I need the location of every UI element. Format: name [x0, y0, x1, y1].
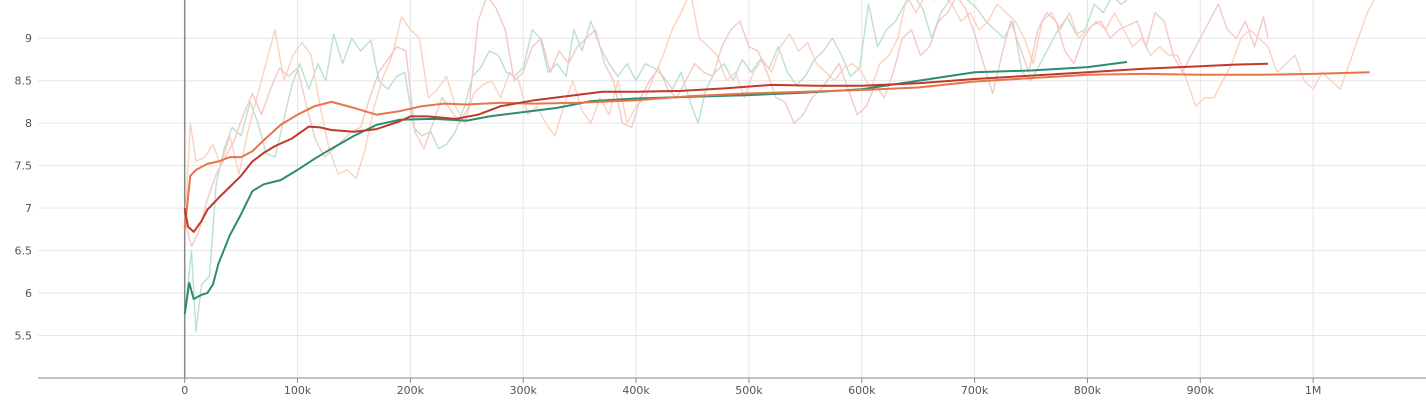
y-tick-label: 7: [25, 202, 32, 215]
raw-series-line-3: [184, 0, 1269, 247]
raw-series-lines: [184, 0, 1375, 332]
grid: [38, 0, 1426, 378]
smoothed-series-line-3: [183, 62, 1269, 233]
y-tick-label: 5.5: [15, 330, 33, 343]
smoothed-series-lines: [183, 61, 1370, 315]
x-tick-label: 900k: [1187, 384, 1215, 397]
x-tick-label: 500k: [735, 384, 763, 397]
x-tick-label: 100k: [284, 384, 312, 397]
x-tick-label: 800k: [1074, 384, 1102, 397]
x-tick-label: 600k: [848, 384, 876, 397]
y-tick-label: 8: [25, 117, 32, 130]
y-tick-label: 6: [25, 287, 32, 300]
y-tick-label: 8.5: [15, 75, 33, 88]
x-tick-label: 0: [181, 384, 188, 397]
x-tick-label: 1M: [1305, 384, 1322, 397]
x-tick-label: 400k: [622, 384, 650, 397]
y-tick-label: 7.5: [15, 160, 33, 173]
x-tick-label: 700k: [961, 384, 989, 397]
smoothed-series-line-1: [183, 61, 1128, 315]
smoothed-series-line-2: [183, 71, 1370, 230]
x-axis-tick-labels: 0 100k 200k 300k 400k 500k 600k 700k 800k 900k 1M: [181, 384, 1321, 397]
axes: [38, 0, 1426, 383]
raw-series-line-1: [184, 0, 1128, 332]
y-tick-label: 9: [25, 32, 32, 45]
y-tick-label: 6.5: [15, 245, 33, 258]
x-tick-label: 200k: [397, 384, 425, 397]
y-axis-tick-labels: 5.5 6 6.5 7 7.5 8 8.5 9: [15, 32, 33, 342]
x-tick-label: 300k: [510, 384, 538, 397]
raw-series-line-2: [184, 0, 1375, 230]
